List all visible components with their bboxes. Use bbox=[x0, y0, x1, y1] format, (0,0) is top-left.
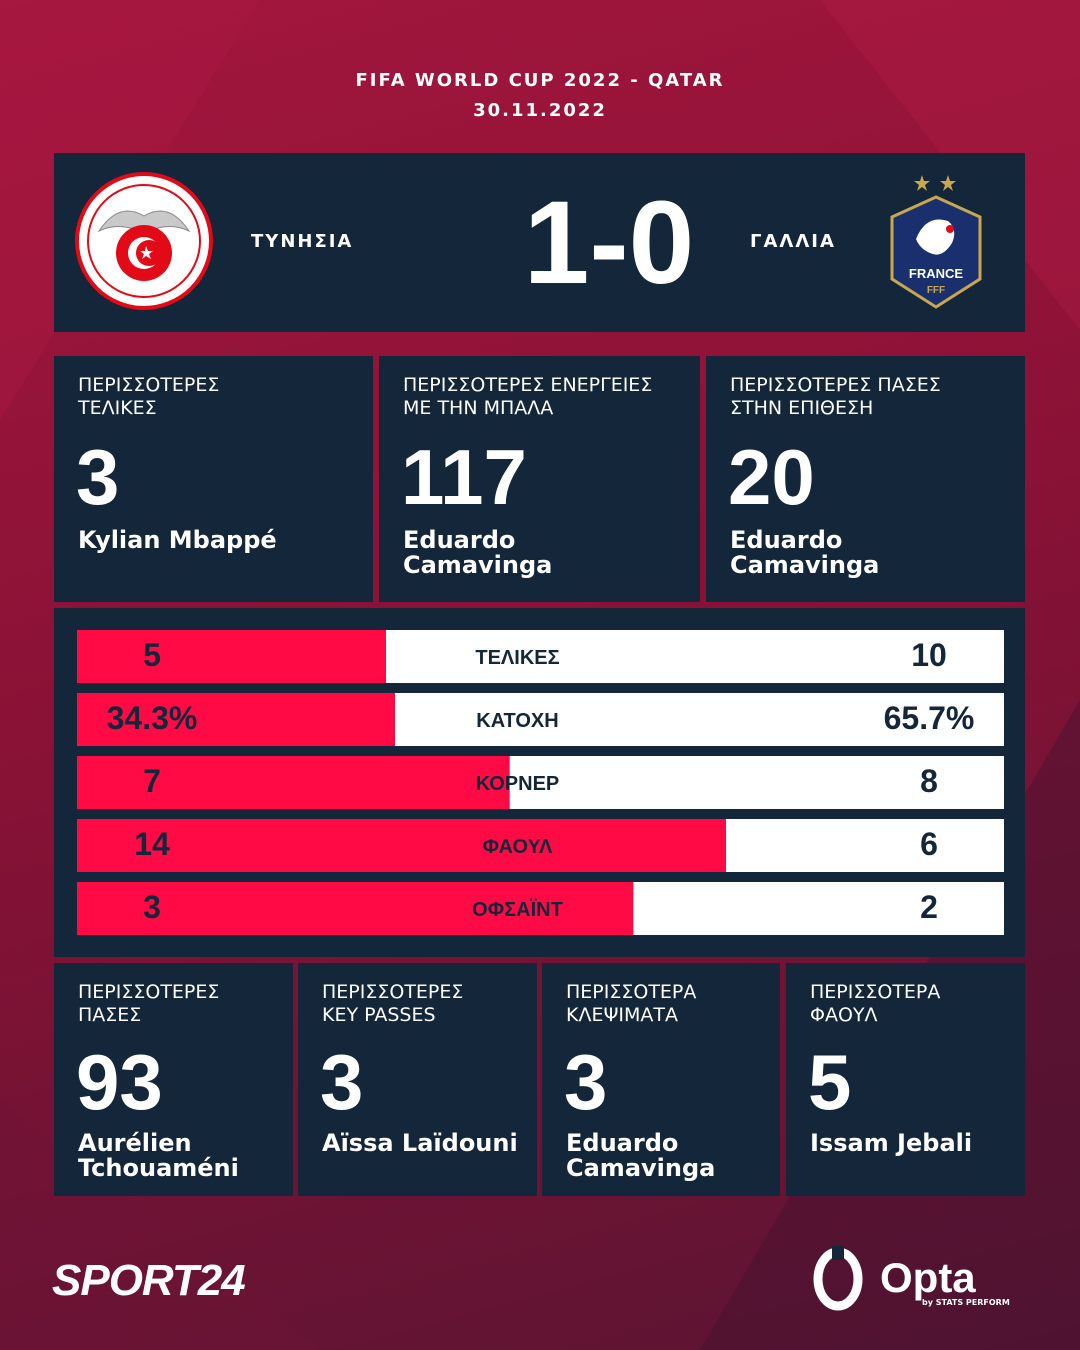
player-line: Eduardo bbox=[566, 1129, 679, 1157]
label-line: ΜΕ ΤΗΝ ΜΠΑΛΑ bbox=[403, 397, 554, 419]
stat-value: 20 bbox=[728, 433, 815, 521]
home-bar bbox=[77, 819, 726, 872]
stat-label: ΠΕΡΙΣΣΟΤΕΡΑ ΦΑΟΥΛ bbox=[810, 981, 940, 1027]
stat-value: 3 bbox=[564, 1038, 608, 1126]
home-crest bbox=[75, 172, 213, 310]
away-bar bbox=[394, 693, 1004, 746]
stat-panel: ΠΕΡΙΣΣΟΤΕΡΑ ΚΛΕΨΙΜΑΤΑ 3 Eduardo Camavinga bbox=[542, 963, 780, 1196]
away-bar bbox=[633, 882, 1004, 935]
player-line: Eduardo bbox=[730, 526, 843, 554]
player-line: Aurélien bbox=[78, 1129, 192, 1157]
away-team: ΓΑΛΛΙΑ bbox=[750, 231, 836, 252]
player-name: Aïssa Laïdouni bbox=[322, 1131, 518, 1156]
stat-panel: ΠΕΡΙΣΣΟΤΕΡΕΣ ΤΕΛΙΚΕΣ 3 Kylian Mbappé bbox=[54, 356, 373, 602]
provider-sub: by STATS PERFORM bbox=[922, 1298, 1010, 1307]
away-value: 6 bbox=[920, 826, 938, 862]
stat-label: ΠΕΡΙΣΣΟΤΕΡΕΣ ΤΕΛΙΚΕΣ bbox=[78, 374, 219, 420]
stat-panel: ΠΕΡΙΣΣΟΤΕΡΕΣ KEY PASSES 3 Aïssa Laïdouni bbox=[298, 963, 537, 1196]
label-line: ΠΕΡΙΣΣΟΤΕΡΑ bbox=[810, 981, 941, 1003]
away-crest: FRANCE FFF bbox=[890, 175, 982, 309]
score: 1-0 bbox=[523, 177, 695, 309]
provider-icon bbox=[813, 1246, 863, 1311]
score-panel: ΤΥΝΗΣΙΑ 1-0 ΓΑΛΛΙΑ FRANCE FFF bbox=[54, 153, 1025, 332]
home-value: 7 bbox=[143, 763, 161, 799]
home-value: 34.3% bbox=[107, 700, 198, 736]
label-line: KEY PASSES bbox=[322, 1004, 436, 1026]
player-line: Camavinga bbox=[730, 551, 880, 579]
stat-panel: ΠΕΡΙΣΣΟΤΕΡΕΣ ΠΑΣΕΣ 93 Aurélien Tchouaméni bbox=[54, 963, 293, 1196]
player-line: Issam Jebali bbox=[810, 1129, 973, 1157]
label-line: ΤΕΛΙΚΕΣ bbox=[78, 397, 157, 419]
player-name: Eduardo Camavinga bbox=[566, 1131, 715, 1181]
player-line: Kylian Mbappé bbox=[78, 526, 277, 554]
player-line: Tchouaméni bbox=[78, 1154, 239, 1182]
stat-category: ΤΕΛΙΚΕΣ bbox=[475, 647, 559, 669]
stat-panel: ΠΕΡΙΣΣΟΤΕΡΑ ΦΑΟΥΛ 5 Issam Jebali bbox=[786, 963, 1025, 1196]
away-bar bbox=[386, 630, 1004, 683]
home-value: 3 bbox=[143, 889, 161, 925]
label-line: ΠΕΡΙΣΣΟΤΕΡΕΣ bbox=[322, 981, 464, 1003]
label-line: ΦΑΟΥΛ bbox=[810, 1004, 878, 1026]
away-bar bbox=[509, 756, 1004, 809]
home-bar bbox=[77, 693, 395, 746]
player-line: Aïssa Laïdouni bbox=[322, 1129, 518, 1157]
stat-value: 5 bbox=[808, 1038, 852, 1126]
away-value: 65.7% bbox=[884, 700, 975, 736]
stat-value: 93 bbox=[76, 1038, 163, 1126]
home-bar bbox=[77, 882, 634, 935]
stat-label: ΠΕΡΙΣΣΟΤΕΡΕΣ KEY PASSES bbox=[322, 981, 463, 1027]
stat-value: 117 bbox=[401, 433, 527, 521]
player-name: Issam Jebali bbox=[810, 1131, 972, 1156]
away-value: 10 bbox=[911, 637, 947, 673]
provider-logo: Opta bbox=[880, 1254, 976, 1301]
home-bar bbox=[77, 630, 386, 683]
stat-panel: ΠΕΡΙΣΣΟΤΕΡΕΣ ΕΝΕΡΓΕΙΕΣ ΜΕ ΤΗΝ ΜΠΑΛΑ 117 Edu… bbox=[379, 356, 700, 602]
away-value: 2 bbox=[920, 889, 938, 925]
badge-text: FRANCE bbox=[909, 266, 963, 281]
stat-value: 3 bbox=[76, 433, 120, 521]
label-line: ΠΕΡΙΣΣΟΤΕΡΕΣ ΠΑΣΕΣ bbox=[730, 374, 941, 396]
home-value: 14 bbox=[134, 826, 170, 862]
player-line: Camavinga bbox=[566, 1154, 716, 1182]
stat-category: ΚΑΤΟΧΗ bbox=[476, 710, 558, 732]
label-line: ΠΕΡΙΣΣΟΤΕΡΑ bbox=[566, 981, 697, 1003]
stat-category: ΦΑΟΥΛ bbox=[483, 836, 553, 858]
stat-label: ΠΕΡΙΣΣΟΤΕΡΕΣ ΠΑΣΕΣ ΣΤΗΝ ΕΠΙΘΕΣΗ bbox=[730, 374, 941, 420]
stat-label: ΠΕΡΙΣΣΟΤΕΡΑ ΚΛΕΨΙΜΑΤΑ bbox=[566, 981, 696, 1027]
stat-value: 3 bbox=[320, 1038, 364, 1126]
player-line: Camavinga bbox=[403, 551, 553, 579]
stat-label: ΠΕΡΙΣΣΟΤΕΡΕΣ ΕΝΕΡΓΕΙΕΣ ΜΕ ΤΗΝ ΜΠΑΛΑ bbox=[403, 374, 652, 420]
label-line: ΠΕΡΙΣΣΟΤΕΡΕΣ ΕΝΕΡΓΕΙΕΣ bbox=[403, 374, 653, 396]
badge-text: FFF bbox=[927, 285, 945, 296]
player-name: Eduardo Camavinga bbox=[730, 528, 879, 578]
label-line: ΠΕΡΙΣΣΟΤΕΡΕΣ bbox=[78, 981, 220, 1003]
home-bar bbox=[77, 756, 510, 809]
stat-category: ΟΦΣΑΪΝΤ bbox=[472, 898, 563, 921]
stat-label: ΠΕΡΙΣΣΟΤΕΡΕΣ ΠΑΣΕΣ bbox=[78, 981, 219, 1027]
stat-panel: ΠΕΡΙΣΣΟΤΕΡΕΣ ΠΑΣΕΣ ΣΤΗΝ ΕΠΙΘΕΣΗ 20 Eduardo C… bbox=[706, 356, 1025, 602]
player-name: Kylian Mbappé bbox=[78, 528, 277, 553]
label-line: ΣΤΗΝ ΕΠΙΘΕΣΗ bbox=[730, 397, 874, 419]
label-line: ΠΑΣΕΣ bbox=[78, 1004, 142, 1026]
stat-category: ΚΟΡΝΕΡ bbox=[476, 773, 560, 795]
home-value: 5 bbox=[143, 637, 161, 673]
brand-logo: SPORT24 bbox=[52, 1256, 246, 1305]
comparison-chart: ΤΕΛΙΚΕΣ 5 10 ΚΑΤΟΧΗ 34.3% 65.7% ΚΟΡΝΕΡ 7 8 ΦΑΟΥΛ 1… bbox=[77, 630, 1004, 935]
home-team: ΤΥΝΗΣΙΑ bbox=[251, 231, 354, 252]
label-line: ΠΕΡΙΣΣΟΤΕΡΕΣ bbox=[78, 374, 220, 396]
label-line: ΚΛΕΨΙΜΑΤΑ bbox=[566, 1004, 679, 1026]
away-value: 8 bbox=[920, 763, 938, 799]
match-date: 30.11.2022 bbox=[473, 100, 607, 121]
player-name: Aurélien Tchouaméni bbox=[78, 1131, 239, 1181]
competition: FIFA WORLD CUP 2022 - QATAR bbox=[355, 70, 725, 91]
player-line: Eduardo bbox=[403, 526, 516, 554]
away-bar bbox=[725, 819, 1004, 872]
player-name: Eduardo Camavinga bbox=[403, 528, 552, 578]
